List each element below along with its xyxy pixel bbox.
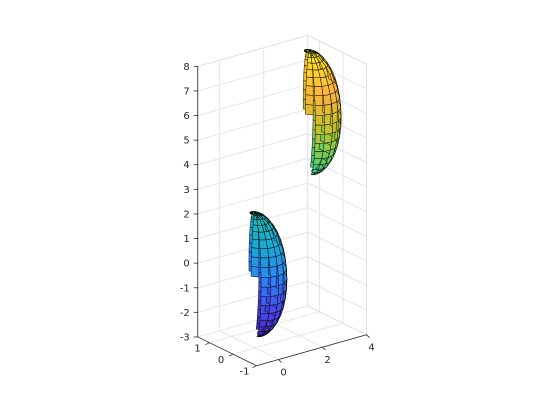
box-edge	[307, 35, 367, 65]
grid-line	[197, 281, 308, 313]
z-tick-label: -2	[180, 308, 190, 319]
box-edge	[197, 35, 308, 67]
tick-labels: 0 2 4 -1 0 1 -3 -2 -1 0 1 2 3 4 5 6 7 8	[180, 62, 375, 379]
surface-patch	[280, 239, 284, 252]
x-tick-label: 0	[280, 368, 286, 379]
grid-layer	[197, 35, 367, 367]
x-tick-mark	[322, 346, 326, 351]
grid-line	[197, 133, 308, 166]
grid-line	[197, 305, 308, 338]
axes-layer	[193, 65, 370, 369]
x-tick-mark	[278, 359, 282, 363]
grid-line	[219, 330, 279, 360]
grid-line	[197, 158, 308, 190]
z-tick-label: 7	[183, 86, 189, 97]
z-tick-label: 1	[183, 234, 189, 245]
x-axis-line	[256, 334, 367, 367]
grid-line	[197, 108, 308, 141]
y-tick-label: 1	[194, 344, 200, 355]
y-tick-mark	[205, 342, 210, 346]
grid-line	[197, 59, 308, 92]
grid-line	[307, 256, 367, 286]
grid-line	[197, 182, 308, 215]
z-tick-label: 3	[183, 185, 189, 196]
x-tick-mark	[366, 334, 370, 338]
z-tick-label: 5	[183, 136, 189, 147]
z-tick-label: -1	[180, 283, 190, 294]
y-tick-mark	[252, 365, 257, 369]
surface-patch	[334, 77, 338, 90]
z-tick-label: 0	[183, 259, 189, 270]
z-tick-label: 2	[183, 209, 189, 220]
grid-line	[307, 207, 367, 237]
z-tick-label: 8	[183, 62, 189, 73]
grid-line	[232, 322, 344, 355]
y-tick-label: -1	[240, 367, 250, 378]
z-tick-label: 4	[183, 160, 189, 171]
grid-line	[307, 231, 367, 262]
grid-line	[307, 182, 367, 213]
x-tick-label: 2	[324, 355, 330, 366]
y-axis-line	[197, 336, 257, 367]
grid-line	[197, 84, 308, 116]
surface-layer	[248, 48, 342, 338]
y-tick-label: 0	[218, 355, 224, 366]
x-tick-label: 4	[368, 343, 374, 354]
z-tick-label: 6	[183, 111, 189, 122]
grid-line	[307, 281, 367, 311]
y-tick-mark	[228, 353, 234, 357]
z-tick-label: -3	[180, 332, 190, 343]
grid-line	[307, 305, 367, 336]
